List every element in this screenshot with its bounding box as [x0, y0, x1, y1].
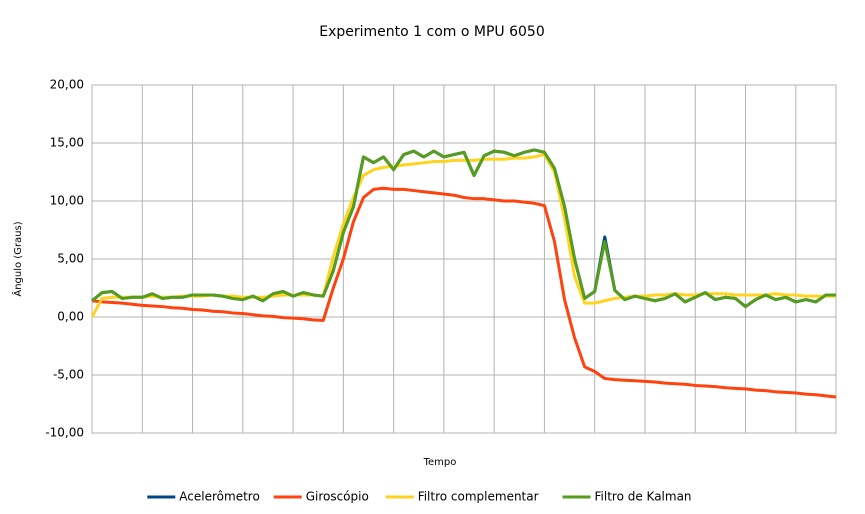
y-tick-label: 20,00: [50, 78, 84, 92]
chart-title: Experimento 1 com o MPU 6050: [319, 24, 544, 40]
y-tick-label: 10,00: [50, 194, 84, 208]
y-tick-label: -5,00: [53, 368, 84, 382]
y-tick-label: 15,00: [50, 136, 84, 150]
legend-label: Filtro complementar: [418, 490, 539, 504]
y-tick-label: 0,00: [57, 310, 84, 324]
x-axis-label: Tempo: [423, 457, 457, 468]
legend-label: Acelerômetro: [179, 490, 259, 504]
y-tick-label: -10,00: [45, 426, 84, 440]
series-line: [91, 186, 837, 399]
y-tick-label: 5,00: [57, 252, 84, 266]
legend-label: Giroscópio: [306, 490, 369, 504]
plot-border: [91, 84, 837, 434]
series-line: [91, 148, 836, 309]
legend-label: Filtro de Kalman: [595, 490, 692, 504]
y-axis-label: Ângulo (Graus): [11, 221, 24, 296]
